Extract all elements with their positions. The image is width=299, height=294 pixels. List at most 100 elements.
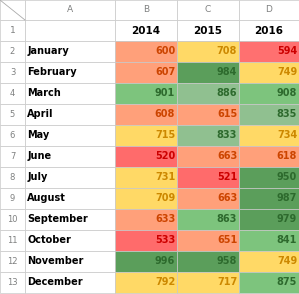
- Bar: [177, 146, 239, 167]
- Bar: [239, 0, 299, 20]
- Text: August: August: [28, 193, 66, 203]
- Text: 521: 521: [217, 173, 237, 183]
- Text: 633: 633: [155, 215, 175, 225]
- Bar: [239, 104, 299, 125]
- Text: September: September: [28, 215, 88, 225]
- Bar: [239, 251, 299, 272]
- Bar: [25, 62, 115, 83]
- Text: February: February: [28, 68, 77, 78]
- Text: June: June: [28, 151, 51, 161]
- Text: 987: 987: [277, 193, 297, 203]
- Text: January: January: [28, 46, 69, 56]
- Bar: [115, 272, 177, 293]
- Text: October: October: [28, 235, 71, 245]
- Text: 734: 734: [277, 131, 297, 141]
- Bar: [239, 125, 299, 146]
- Bar: [25, 272, 115, 293]
- Text: November: November: [28, 256, 84, 266]
- Text: 651: 651: [217, 235, 237, 245]
- Text: C: C: [205, 6, 211, 14]
- Text: 863: 863: [217, 215, 237, 225]
- Text: 13: 13: [7, 278, 18, 287]
- Text: 709: 709: [155, 193, 175, 203]
- Bar: [0, 188, 25, 209]
- Bar: [177, 272, 239, 293]
- Bar: [239, 146, 299, 167]
- Bar: [115, 20, 177, 41]
- Bar: [177, 20, 239, 41]
- Bar: [25, 104, 115, 125]
- Bar: [25, 41, 115, 62]
- Bar: [25, 251, 115, 272]
- Bar: [115, 230, 177, 251]
- Bar: [115, 41, 177, 62]
- Text: 615: 615: [217, 109, 237, 119]
- Text: A: A: [67, 6, 73, 14]
- Text: December: December: [28, 278, 83, 288]
- Text: 607: 607: [155, 68, 175, 78]
- Bar: [115, 167, 177, 188]
- Text: 996: 996: [155, 256, 175, 266]
- Bar: [0, 41, 25, 62]
- Text: 4: 4: [10, 89, 15, 98]
- Bar: [115, 0, 177, 20]
- Bar: [239, 20, 299, 41]
- Text: 7: 7: [10, 152, 15, 161]
- Text: 875: 875: [277, 278, 297, 288]
- Text: 2014: 2014: [132, 26, 161, 36]
- Text: 717: 717: [217, 278, 237, 288]
- Text: 663: 663: [217, 151, 237, 161]
- Text: 833: 833: [217, 131, 237, 141]
- Text: 8: 8: [10, 173, 15, 182]
- Bar: [25, 0, 115, 20]
- Text: 6: 6: [10, 131, 15, 140]
- Bar: [239, 167, 299, 188]
- Text: 11: 11: [7, 236, 18, 245]
- Bar: [177, 104, 239, 125]
- Bar: [239, 209, 299, 230]
- Bar: [115, 83, 177, 104]
- Bar: [0, 146, 25, 167]
- Text: 9: 9: [10, 194, 15, 203]
- Bar: [177, 83, 239, 104]
- Bar: [177, 251, 239, 272]
- Text: 979: 979: [277, 215, 297, 225]
- Bar: [0, 125, 25, 146]
- Text: 749: 749: [277, 256, 297, 266]
- Text: 10: 10: [7, 215, 18, 224]
- Text: 708: 708: [217, 46, 237, 56]
- Bar: [0, 167, 25, 188]
- Text: 835: 835: [277, 109, 297, 119]
- Bar: [177, 209, 239, 230]
- Text: 2016: 2016: [254, 26, 283, 36]
- Bar: [115, 188, 177, 209]
- Text: 533: 533: [155, 235, 175, 245]
- Text: May: May: [28, 131, 50, 141]
- Bar: [0, 83, 25, 104]
- Bar: [239, 272, 299, 293]
- Bar: [115, 251, 177, 272]
- Text: 792: 792: [155, 278, 175, 288]
- Bar: [115, 62, 177, 83]
- Bar: [25, 125, 115, 146]
- Text: 731: 731: [155, 173, 175, 183]
- Text: 594: 594: [277, 46, 297, 56]
- Bar: [239, 83, 299, 104]
- Bar: [25, 83, 115, 104]
- Bar: [25, 146, 115, 167]
- Bar: [0, 251, 25, 272]
- Bar: [177, 167, 239, 188]
- Bar: [25, 209, 115, 230]
- Text: 12: 12: [7, 257, 18, 266]
- Bar: [25, 167, 115, 188]
- Bar: [25, 20, 115, 41]
- Text: 886: 886: [217, 88, 237, 98]
- Bar: [239, 41, 299, 62]
- Text: 908: 908: [277, 88, 297, 98]
- Bar: [177, 41, 239, 62]
- Bar: [177, 188, 239, 209]
- Bar: [25, 188, 115, 209]
- Text: 841: 841: [277, 235, 297, 245]
- Bar: [0, 0, 25, 20]
- Text: 715: 715: [155, 131, 175, 141]
